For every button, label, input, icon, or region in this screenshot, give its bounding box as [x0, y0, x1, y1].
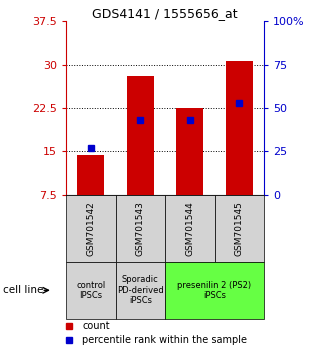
Bar [127, 76, 154, 195]
Bar [176, 108, 203, 195]
Bar [66, 262, 115, 319]
Text: cell line: cell line [3, 285, 44, 295]
Title: GDS4141 / 1555656_at: GDS4141 / 1555656_at [92, 7, 238, 20]
Text: Sporadic
PD-derived
iPSCs: Sporadic PD-derived iPSCs [117, 275, 164, 305]
Bar [214, 195, 264, 262]
Bar [165, 262, 264, 319]
Text: GSM701545: GSM701545 [235, 201, 244, 256]
Bar [66, 195, 115, 262]
Text: percentile rank within the sample: percentile rank within the sample [82, 335, 248, 345]
Text: GSM701544: GSM701544 [185, 201, 194, 256]
Text: presenilin 2 (PS2)
iPSCs: presenilin 2 (PS2) iPSCs [178, 281, 251, 300]
Text: GSM701543: GSM701543 [136, 201, 145, 256]
Bar [77, 155, 104, 195]
Text: control
IPSCs: control IPSCs [76, 281, 105, 300]
Text: count: count [82, 321, 110, 331]
Bar [226, 61, 253, 195]
Bar [115, 195, 165, 262]
Text: GSM701542: GSM701542 [86, 201, 95, 256]
Bar [165, 195, 214, 262]
Bar [115, 262, 165, 319]
